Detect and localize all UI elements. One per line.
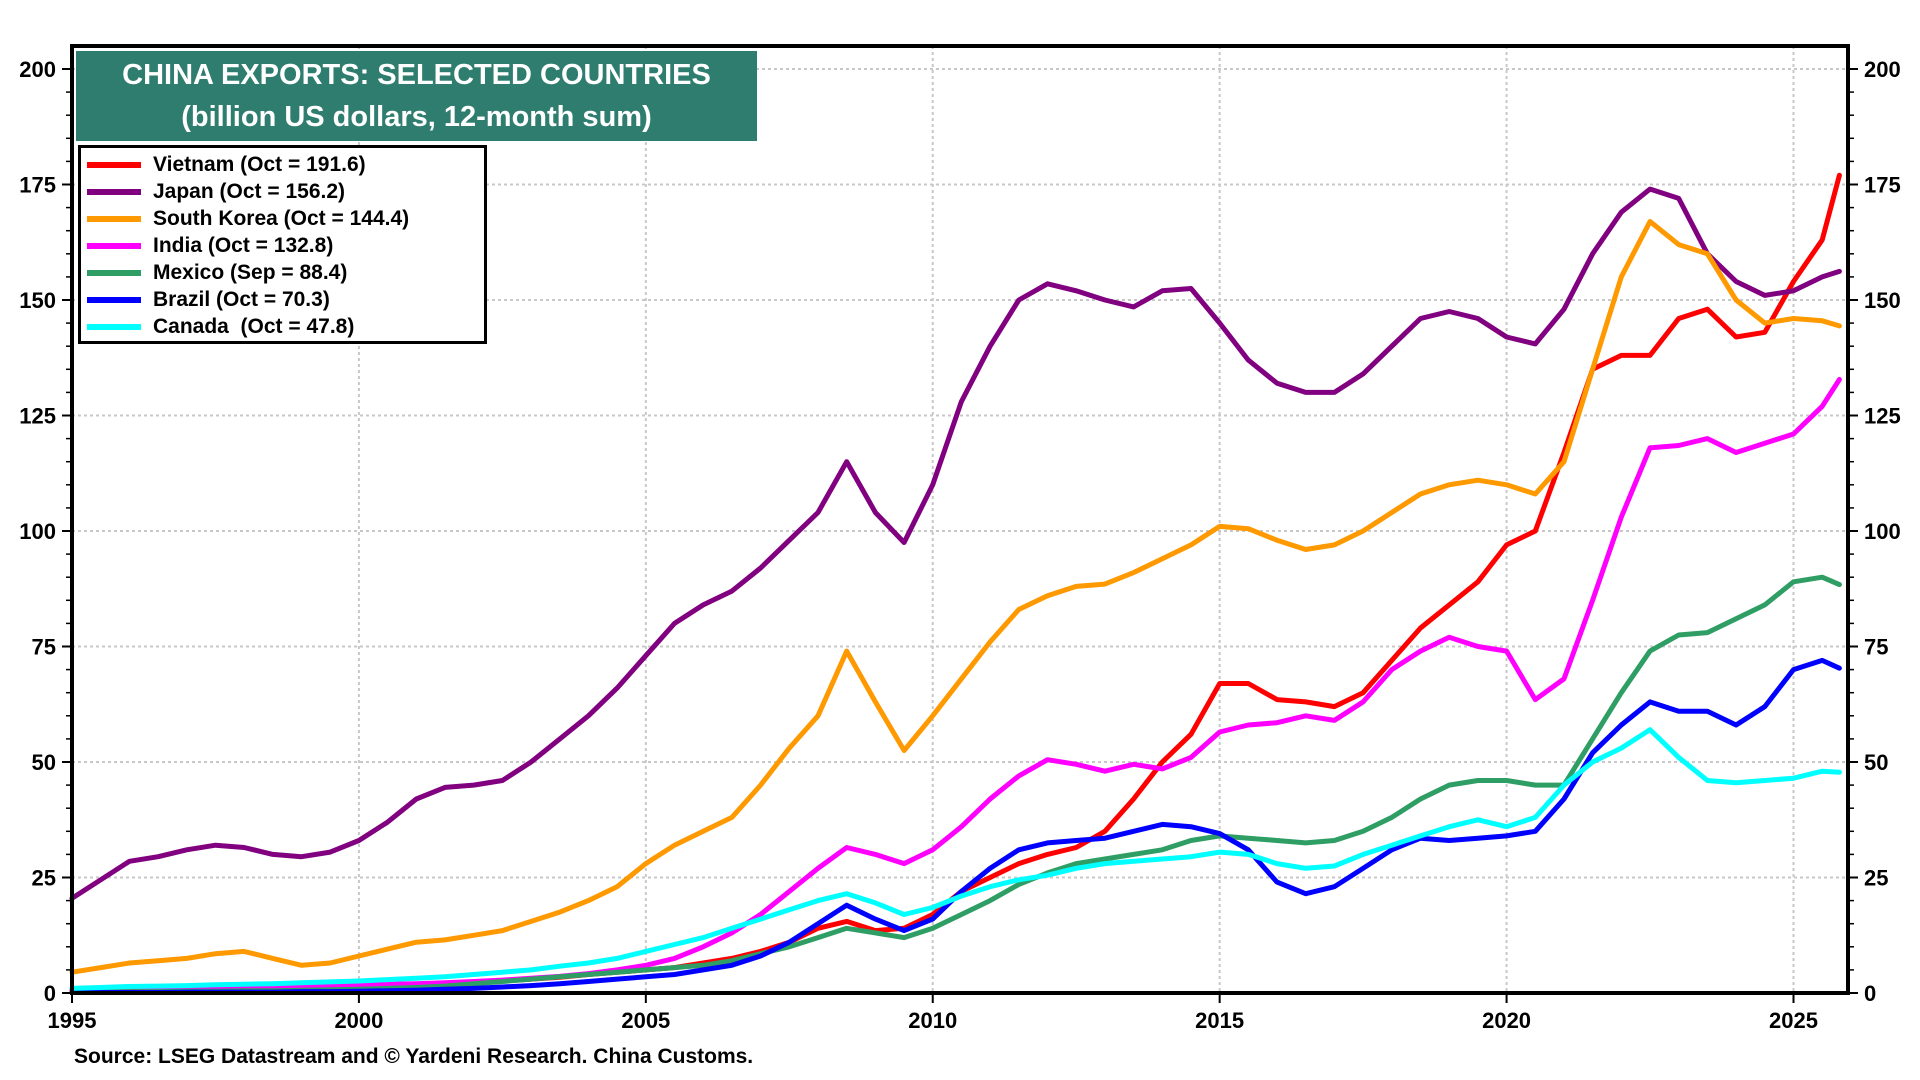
legend-swatch <box>87 215 141 222</box>
y-tick-label-right: 75 <box>1864 635 1888 660</box>
legend-item: Vietnam (Oct = 191.6) <box>87 151 478 178</box>
y-tick-label-right: 125 <box>1864 404 1901 429</box>
series-line-south-korea <box>69 219 1842 975</box>
legend-label: Vietnam (Oct = 191.6) <box>153 152 366 176</box>
legend-swatch <box>87 323 141 330</box>
y-tick-label-left: 50 <box>32 750 56 775</box>
legend-swatch <box>87 296 141 303</box>
y-tick-label-left: 175 <box>19 173 56 198</box>
y-tick-label-left: 200 <box>19 57 56 82</box>
axes: 0 0 25 25 50 50 75 75 100 100 125 125 150 150 175 175 20… <box>19 44 1901 1033</box>
plot-frame <box>70 44 1850 995</box>
legend-item: Mexico (Sep = 88.4) <box>87 259 478 286</box>
y-tick-label-right: 100 <box>1864 519 1901 544</box>
y-tick-label-left: 0 <box>44 981 56 1006</box>
chart-subtitle: (billion US dollars, 12-month sum) <box>181 101 652 133</box>
legend-item: Japan (Oct = 156.2) <box>87 178 478 205</box>
y-tick-label-right: 150 <box>1864 288 1901 313</box>
y-tick-label-right: 200 <box>1864 57 1901 82</box>
legend-label: Mexico (Sep = 88.4) <box>153 260 348 284</box>
legend-swatch <box>87 269 141 276</box>
legend-item: South Korea (Oct = 144.4) <box>87 205 478 232</box>
legend-label: Canada (Oct = 47.8) <box>153 314 355 338</box>
chart-title-box: CHINA EXPORTS: SELECTED COUNTRIES (billi… <box>76 51 757 141</box>
legend-item: India (Oct = 132.8) <box>87 232 478 259</box>
y-tick-label-left: 100 <box>19 519 56 544</box>
chart-title: CHINA EXPORTS: SELECTED COUNTRIES <box>122 59 711 91</box>
legend-label: South Korea (Oct = 144.4) <box>153 206 410 230</box>
y-tick-label-right: 175 <box>1864 173 1901 198</box>
y-tick-label-left: 125 <box>19 404 56 429</box>
legend-label: Brazil (Oct = 70.3) <box>153 287 330 311</box>
series-line-japan <box>69 186 1842 901</box>
series-line-brazil <box>69 657 1842 995</box>
legend-item: Canada (Oct = 47.8) <box>87 313 478 340</box>
x-tick-label: 2005 <box>621 1008 670 1033</box>
legend-swatch <box>87 188 141 195</box>
legend: Vietnam (Oct = 191.6) Japan (Oct = 156.2)… <box>78 145 487 344</box>
x-tick-label: 1995 <box>48 1008 97 1033</box>
y-tick-label-left: 25 <box>32 866 56 891</box>
series-line-canada <box>69 727 1842 991</box>
y-tick-label-left: 150 <box>19 288 56 313</box>
x-tick-label: 2000 <box>334 1008 383 1033</box>
legend-swatch <box>87 161 141 168</box>
x-tick-label: 2025 <box>1769 1008 1818 1033</box>
source-note: Source: LSEG Datastream and © Yardeni Re… <box>74 1045 754 1068</box>
x-tick-label: 2020 <box>1482 1008 1531 1033</box>
y-tick-label-right: 25 <box>1864 866 1888 891</box>
legend-label: India (Oct = 132.8) <box>153 233 334 257</box>
series-line-india <box>69 377 1842 994</box>
x-tick-label: 2015 <box>1195 1008 1244 1033</box>
y-tick-label-right: 50 <box>1864 750 1888 775</box>
legend-item: Brazil (Oct = 70.3) <box>87 286 478 313</box>
x-tick-label: 2010 <box>908 1008 957 1033</box>
y-tick-label-right: 0 <box>1864 981 1876 1006</box>
legend-label: Japan (Oct = 156.2) <box>153 179 346 203</box>
legend-swatch <box>87 242 141 249</box>
y-tick-label-left: 75 <box>32 635 56 660</box>
